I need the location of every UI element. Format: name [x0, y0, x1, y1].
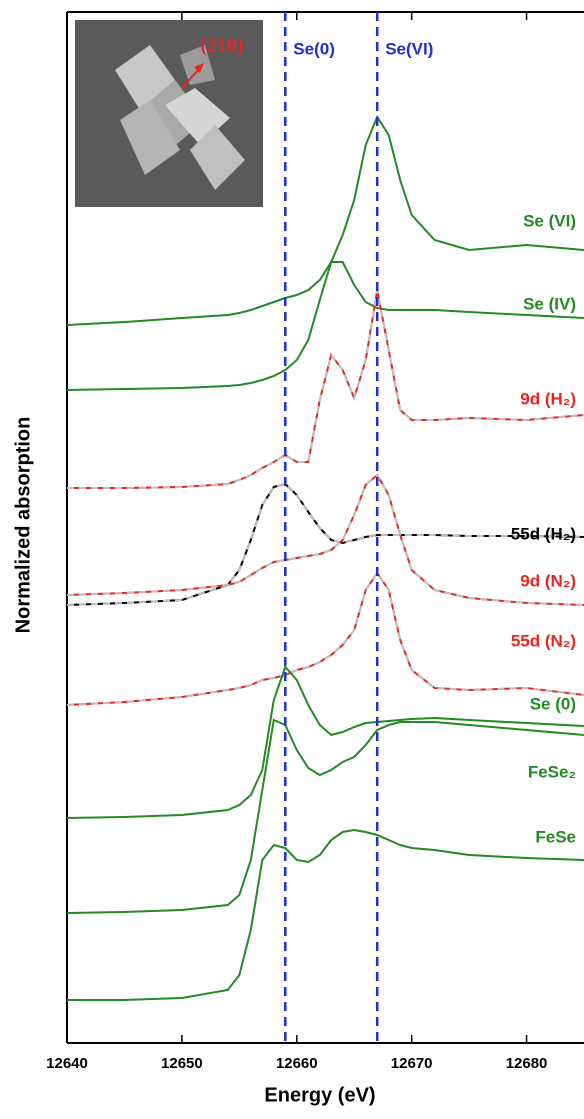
- x-axis-title: Energy (eV): [264, 1084, 375, 1106]
- x-tick-label: 12660: [276, 1055, 318, 1072]
- inset-arrowhead: [194, 63, 204, 73]
- crystal: [120, 100, 180, 175]
- series-label: Se (0): [530, 694, 576, 713]
- series-line: [66, 665, 584, 819]
- series-label: 9d (H₂): [520, 389, 576, 408]
- inset-label: (210): [200, 35, 243, 57]
- series-line: [67, 828, 584, 1001]
- reference-label: Se(0): [293, 39, 335, 58]
- series-line: [66, 482, 584, 606]
- series-line: [66, 261, 584, 391]
- series-label: 55d (N₂): [511, 631, 576, 650]
- x-tick-label: 12650: [161, 1055, 203, 1072]
- x-tick-label: 12640: [46, 1055, 88, 1072]
- reference-label: Se(VI): [385, 39, 433, 58]
- series-line: [66, 114, 584, 326]
- crystal: [190, 125, 245, 190]
- crystal: [140, 80, 205, 150]
- series-label: 55d (H₂): [511, 524, 576, 543]
- series-label: FeSe: [535, 827, 576, 846]
- series-line: [66, 473, 584, 606]
- series-label: 9d (N₂): [520, 571, 576, 590]
- x-tick-label: 12670: [391, 1055, 433, 1072]
- fit-line: [66, 482, 584, 606]
- fit-line: [66, 473, 584, 606]
- series-label: Se (VI): [523, 211, 576, 230]
- series-label: Se (IV): [523, 294, 576, 313]
- inset-arrow: [181, 67, 201, 89]
- y-axis-title: Normalized absorption: [12, 417, 34, 634]
- x-tick-label: 12680: [506, 1055, 548, 1072]
- inset: (210): [75, 20, 263, 207]
- crystal: [115, 45, 175, 110]
- crystal: [180, 45, 215, 85]
- series-label: FeSe₂: [528, 762, 576, 781]
- fit-line: [67, 289, 584, 489]
- series-line: [66, 718, 584, 914]
- fit-line: [66, 571, 584, 706]
